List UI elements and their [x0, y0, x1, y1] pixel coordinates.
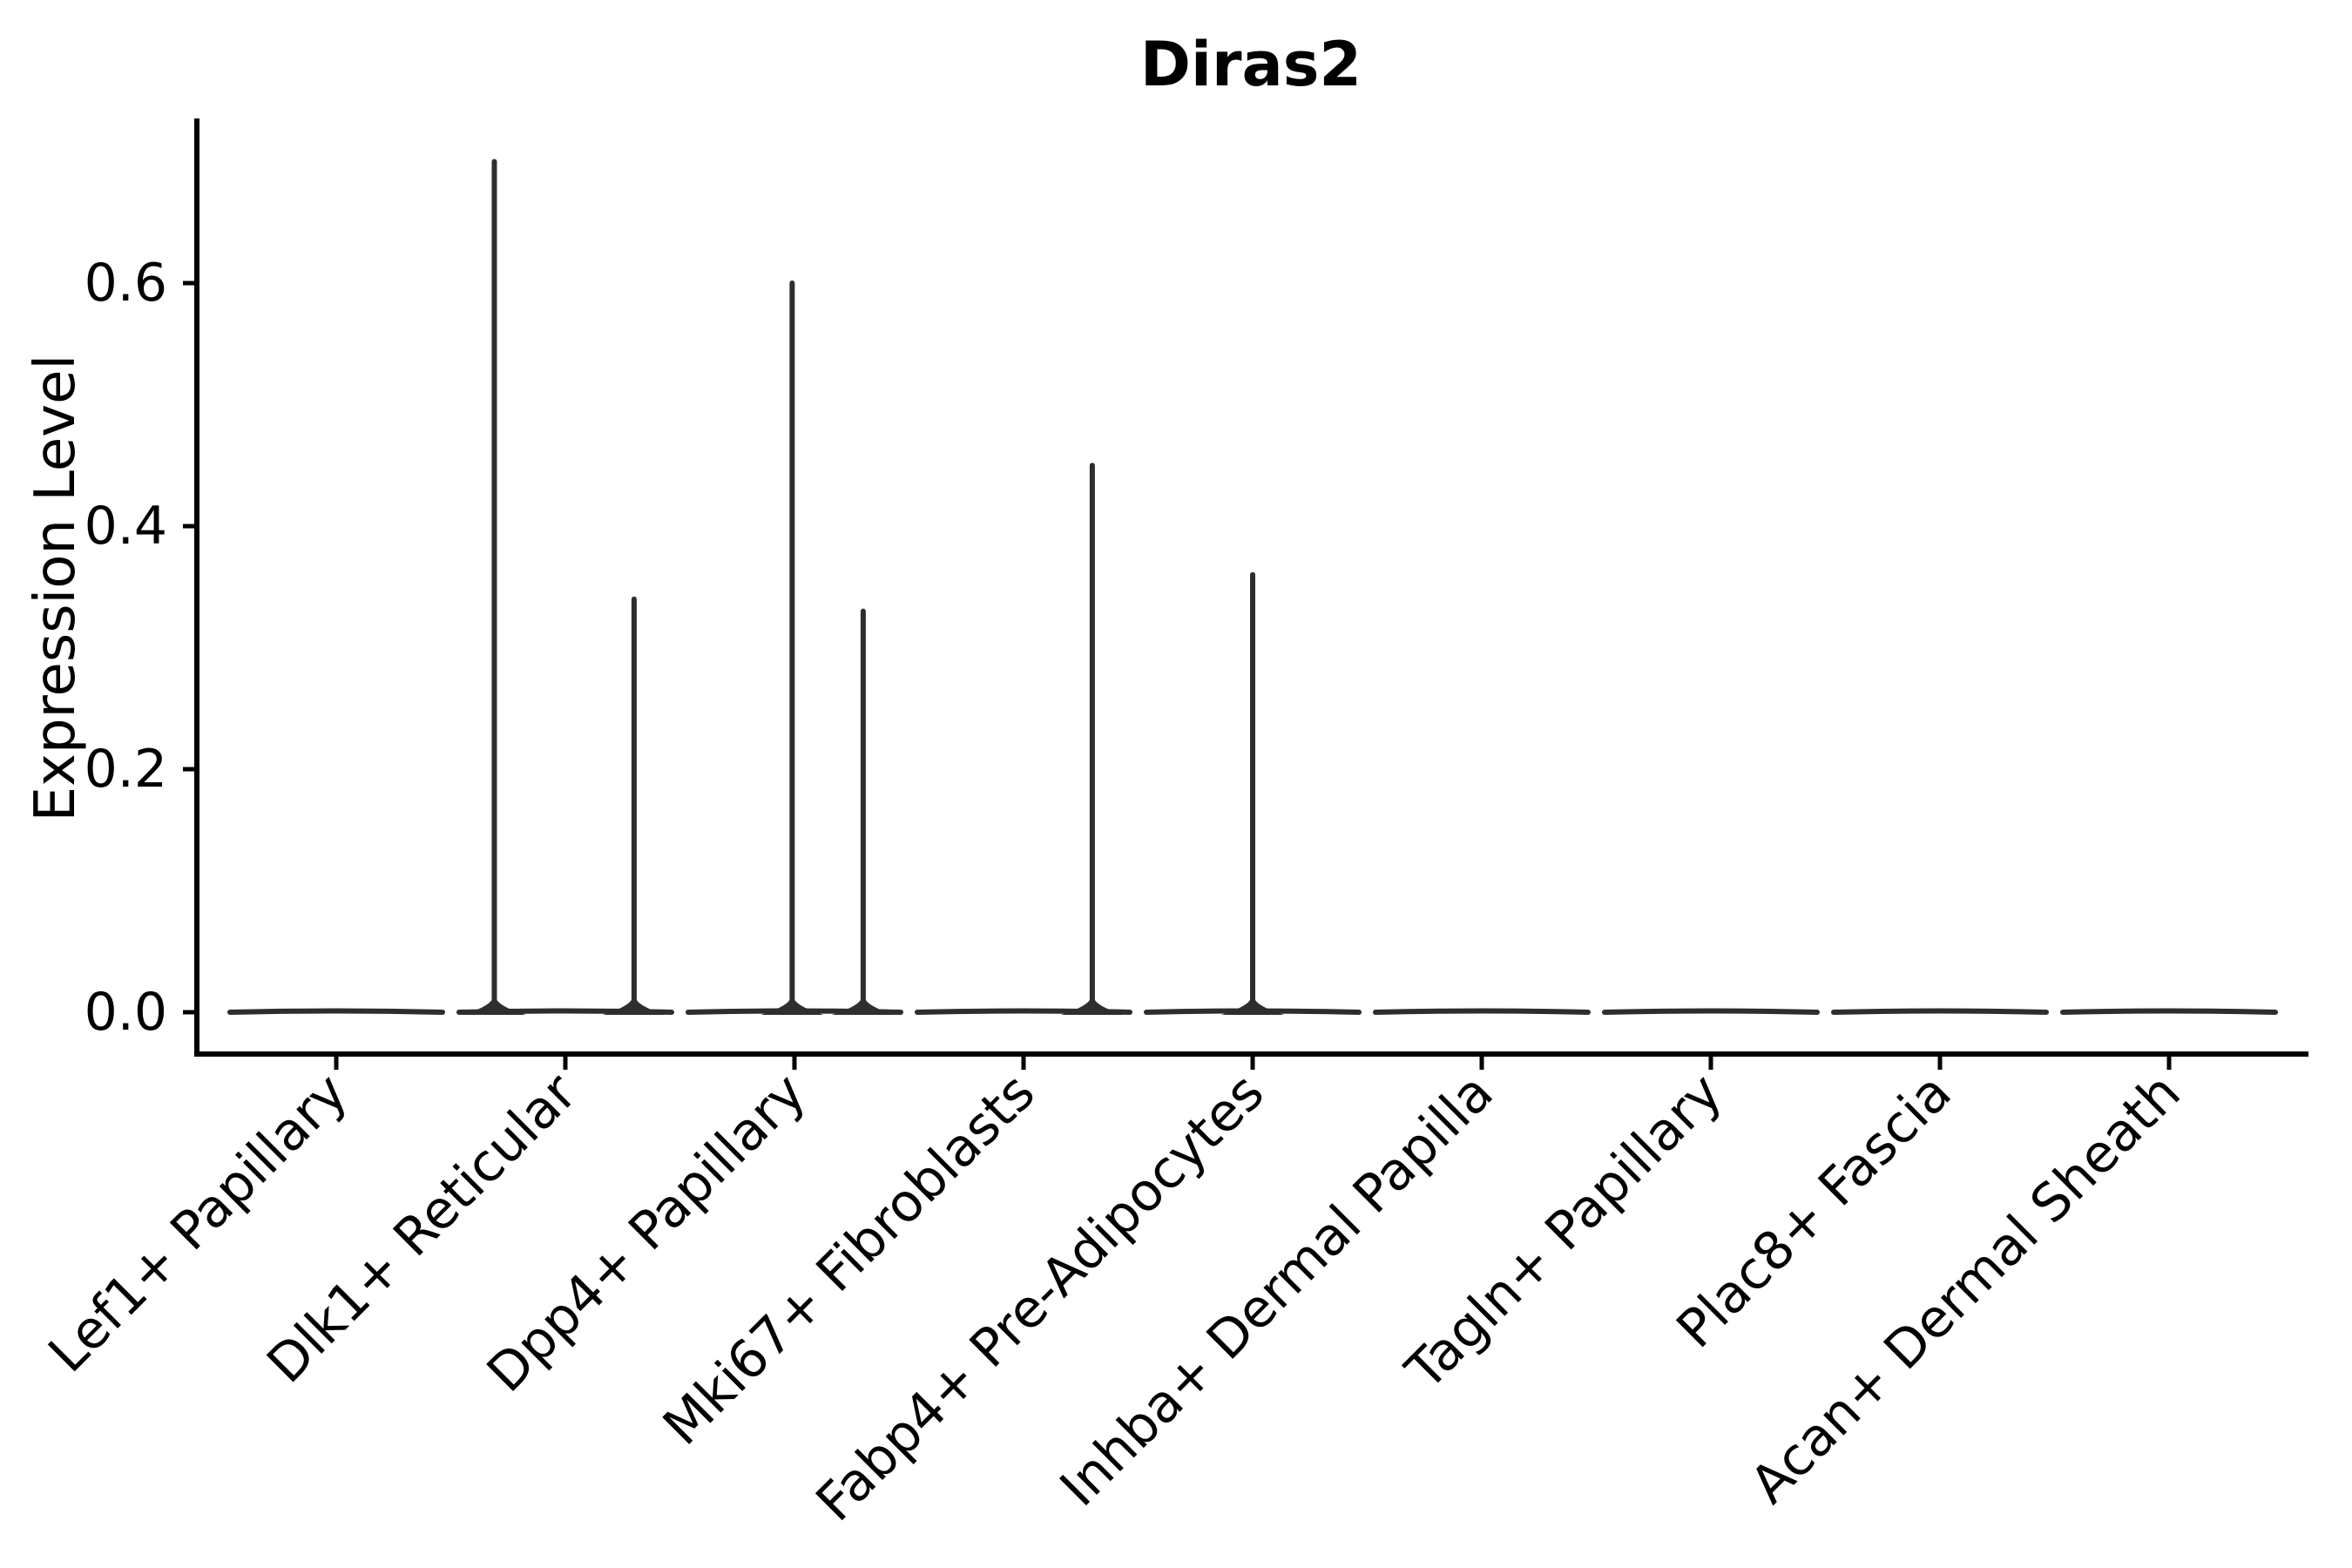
violin-2: [686, 280, 903, 1015]
x-tick-label-inhba-dermal-papilla: Inhba+ Dermal Papilla: [1049, 1062, 1505, 1518]
violin-base: [1831, 1008, 2049, 1015]
x-tick-label-fabp4-pre-adipocytes: Fabp4+ Pre-Adipocytes: [805, 1062, 1276, 1533]
violin-1: [456, 159, 674, 1015]
violin-8: [2060, 1008, 2278, 1015]
violins: [227, 159, 2278, 1015]
violin-base: [2060, 1008, 2278, 1015]
y-tick-label-0.6: 0.6: [84, 253, 167, 314]
violin-base: [1602, 1008, 1820, 1015]
y-tick-label-0.4: 0.4: [84, 496, 167, 557]
y-tick-label-0.2: 0.2: [84, 739, 167, 800]
x-tick-label-mki67-fibroblasts: Mki67+ Fibroblasts: [652, 1062, 1047, 1457]
violin-base: [1373, 1008, 1591, 1015]
violin-base: [227, 1008, 445, 1015]
axis-spines: [194, 118, 2308, 1057]
x-axis-labels: Lef1+ Papillary Dlk1+ Reticular Dpp4+ Pa…: [37, 1062, 2193, 1533]
x-tick-label-acan-dermal-sheath: Acan+ Dermal Sheath: [1739, 1062, 2193, 1516]
violin-7: [1831, 1008, 2049, 1015]
violin-6: [1602, 1008, 1820, 1015]
y-tick-label-0.0: 0.0: [84, 982, 167, 1043]
violin-5: [1373, 1008, 1591, 1015]
chart-title: Diras2: [1140, 29, 1362, 100]
violin-4: [1144, 571, 1362, 1015]
y-axis-ticks: 0.0 0.2 0.4 0.6: [84, 253, 194, 1043]
y-axis-label: Expression Level: [24, 355, 88, 822]
x-axis-ticks: [334, 1057, 2172, 1070]
violin-3: [915, 463, 1132, 1015]
violin-0: [227, 1008, 445, 1015]
